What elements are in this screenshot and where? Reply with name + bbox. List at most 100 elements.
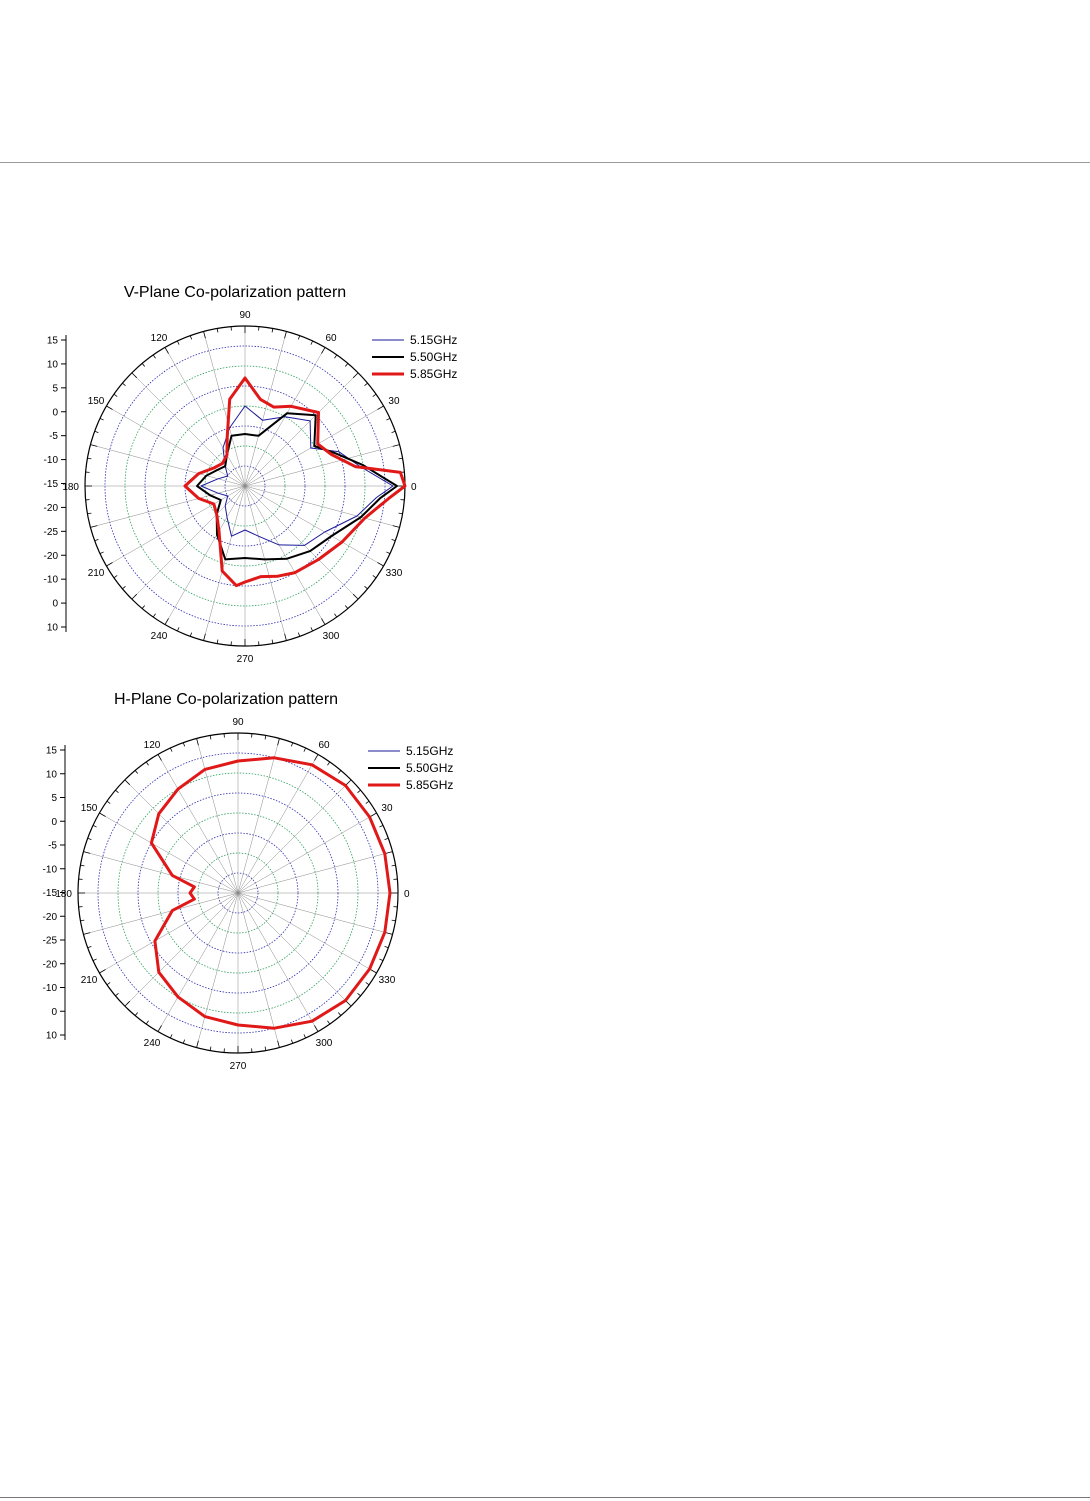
angle-tick bbox=[357, 992, 361, 997]
angle-label: 270 bbox=[230, 1061, 247, 1072]
angle-tick bbox=[321, 618, 326, 625]
angle-tick bbox=[284, 331, 287, 339]
angle-label: 330 bbox=[386, 568, 403, 579]
angle-tick bbox=[344, 605, 349, 609]
grid-spoke bbox=[237, 892, 280, 1048]
angle-tick bbox=[271, 639, 274, 644]
angle-tick bbox=[141, 605, 146, 609]
angle-tick bbox=[365, 982, 370, 986]
angle-tick bbox=[83, 932, 91, 935]
grid-spoke bbox=[196, 738, 239, 894]
angle-tick bbox=[370, 812, 377, 817]
angle-tick bbox=[290, 1039, 294, 1044]
radial-tick-label: -15 bbox=[43, 888, 58, 899]
angle-labels: 0 30 60 90 120 150 180 210 240 270 300 330 bbox=[62, 310, 417, 665]
grid-spoke bbox=[99, 812, 239, 894]
angle-tick bbox=[134, 1012, 139, 1016]
angle-tick bbox=[384, 945, 389, 949]
radial-tick-label: -10 bbox=[44, 575, 59, 586]
angle-tick bbox=[352, 372, 359, 379]
angle-tick bbox=[177, 627, 180, 632]
angle-tick bbox=[182, 1039, 186, 1044]
series-line bbox=[200, 405, 394, 546]
grid-spoke bbox=[244, 485, 287, 641]
angle-label: 30 bbox=[381, 803, 393, 814]
grid-spoke bbox=[90, 444, 246, 487]
grid-spoke bbox=[244, 485, 326, 625]
grid-spoke bbox=[203, 485, 246, 641]
grid-spoke bbox=[237, 892, 352, 1007]
angle-tick bbox=[370, 969, 377, 974]
angle-tick bbox=[345, 1000, 352, 1007]
angle-tick bbox=[182, 742, 186, 747]
angle-tick bbox=[131, 372, 138, 379]
radial-tick-label: -5 bbox=[48, 841, 57, 852]
angle-tick bbox=[80, 919, 85, 922]
radial-tick-label: -10 bbox=[43, 864, 58, 875]
angle-tick bbox=[303, 747, 306, 752]
angle-tick bbox=[170, 747, 173, 752]
angle-tick bbox=[385, 851, 393, 854]
grid-spoke bbox=[157, 892, 239, 1032]
angle-label: 120 bbox=[144, 740, 161, 751]
grid-spoke bbox=[131, 372, 246, 487]
polar-grid bbox=[84, 325, 406, 647]
series-group bbox=[183, 376, 407, 588]
angle-tick bbox=[392, 444, 400, 447]
grid-spoke bbox=[131, 485, 246, 600]
grid-spoke bbox=[237, 812, 377, 894]
angle-label: 150 bbox=[88, 396, 105, 407]
grid-spoke bbox=[83, 851, 239, 894]
angle-tick bbox=[92, 825, 97, 828]
grid-spoke bbox=[203, 331, 246, 487]
angle-label: 300 bbox=[316, 1038, 333, 1049]
radial-tick-label: -15 bbox=[44, 479, 59, 490]
angle-label: 120 bbox=[151, 333, 168, 344]
angle-tick bbox=[357, 789, 361, 794]
angle-tick bbox=[377, 405, 384, 410]
angle-tick bbox=[297, 335, 301, 340]
legend-label: 5.85GHz bbox=[406, 778, 453, 792]
grid-spoke bbox=[196, 892, 239, 1048]
angle-tick bbox=[141, 363, 146, 367]
angle-label: 210 bbox=[81, 975, 98, 986]
grid-spoke bbox=[237, 892, 393, 935]
angle-tick bbox=[87, 512, 92, 515]
angle-tick bbox=[398, 457, 403, 460]
angle-tick bbox=[386, 551, 391, 554]
angle-tick bbox=[337, 1012, 342, 1016]
legend: 5.15GHz 5.50GHz 5.85GHz bbox=[368, 744, 453, 792]
angle-tick bbox=[131, 593, 138, 600]
grid-spoke bbox=[124, 779, 239, 894]
angle-tick bbox=[83, 851, 91, 854]
angle-tick bbox=[170, 1034, 173, 1039]
chart-title: V-Plane Co-polarization pattern bbox=[124, 284, 346, 301]
angle-tick bbox=[297, 632, 301, 637]
angle-tick bbox=[372, 393, 377, 397]
radial-tick-label: 0 bbox=[51, 1007, 57, 1018]
angle-tick bbox=[152, 613, 156, 618]
grid-spoke bbox=[164, 485, 246, 625]
v-plane-svg: V-Plane Co-polarization pattern 15 10 5 0 -5… bbox=[44, 284, 458, 665]
legend-label: 5.50GHz bbox=[410, 350, 457, 364]
radial-tick-label: 10 bbox=[46, 769, 58, 780]
angle-label: 240 bbox=[151, 631, 168, 642]
angle-tick bbox=[115, 992, 119, 997]
angle-tick bbox=[386, 418, 391, 421]
angle-tick bbox=[327, 761, 331, 766]
grid-spoke bbox=[99, 892, 239, 974]
angle-label: 30 bbox=[388, 396, 400, 407]
legend-label: 5.15GHz bbox=[410, 333, 457, 347]
angle-tick bbox=[314, 1025, 319, 1032]
angle-tick bbox=[106, 982, 111, 986]
radial-tick-label: 0 bbox=[52, 407, 58, 418]
grid-spoke bbox=[164, 347, 246, 487]
angle-tick bbox=[113, 393, 118, 397]
angle-tick bbox=[303, 1034, 306, 1039]
angle-tick bbox=[364, 382, 368, 387]
angle-tick bbox=[391, 919, 396, 922]
angle-tick bbox=[372, 575, 377, 579]
angle-label: 90 bbox=[239, 310, 251, 321]
angle-tick bbox=[113, 575, 118, 579]
grid-spoke bbox=[237, 779, 352, 894]
